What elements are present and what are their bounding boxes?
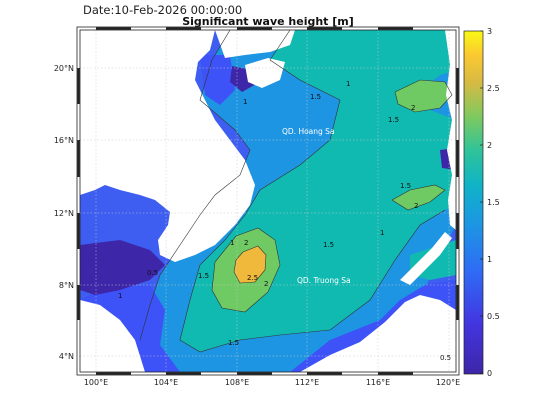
lat-tick: 12°N <box>54 209 74 218</box>
colorbar-tick-label: 2.5 <box>487 84 500 93</box>
lon-tick: 116°E <box>366 378 390 387</box>
lon-tick: 104°E <box>154 378 178 387</box>
map-frame-outer <box>76 26 460 376</box>
contour-label: 2 <box>414 202 418 210</box>
colorbar-tick-label: 0.5 <box>487 312 500 321</box>
land-palawan <box>400 232 452 285</box>
place-label-truong-sa: QD. Truong Sa <box>297 276 351 285</box>
contour-label: 2 <box>244 239 248 247</box>
wave-band-2b <box>395 80 452 112</box>
colorbar <box>463 30 484 375</box>
colorbar-tick-label: 1.5 <box>487 198 500 207</box>
contour-label: 1.5 <box>400 182 411 190</box>
date-label: Date:10-Feb-2026 00:00:00 <box>83 3 243 17</box>
land-china-coast <box>215 30 295 58</box>
contour-label: 1.5 <box>198 272 209 280</box>
lon-tick: 112°E <box>295 378 319 387</box>
graticule <box>80 30 456 372</box>
lat-tick: 4°N <box>59 352 74 361</box>
land-borneo <box>300 295 456 372</box>
contour-2c <box>391 184 446 211</box>
contour-2a <box>211 227 281 313</box>
lon-tick: 108°E <box>225 378 249 387</box>
map-frame-checker <box>77 27 459 375</box>
lon-tick: 100°E <box>84 378 108 387</box>
land-indochina <box>80 30 255 262</box>
map-frame <box>79 29 457 373</box>
place-label-hoang-sa: QD. Hoang Sa <box>282 127 335 136</box>
colorbar-tick-label: 1 <box>487 255 492 264</box>
wave-band-05-gulf <box>200 55 235 105</box>
contour-25 <box>233 245 267 284</box>
contour-label: 1 <box>118 292 122 300</box>
contour-label: 2 <box>411 104 415 112</box>
land-philippines <box>445 30 456 230</box>
lat-tick: 16°N <box>54 136 74 145</box>
colorbar-ticks <box>480 30 483 374</box>
colorbar-tick-label: 3 <box>487 27 492 36</box>
contour-2b <box>394 79 453 113</box>
wave-band-0-thai <box>80 240 165 295</box>
contour-15 <box>179 30 446 353</box>
colorbar-tick-label: 2 <box>487 141 492 150</box>
wave-band-2c <box>392 185 445 210</box>
lon-tick: 120°E <box>436 378 460 387</box>
contour-label: 1 <box>243 98 247 106</box>
contour-label: 1 <box>380 229 384 237</box>
contour-label: 1 <box>230 239 234 247</box>
contour-label: 0.5 <box>147 269 158 277</box>
contour-label: 2 <box>264 280 268 288</box>
contour-label: 1 <box>346 80 350 88</box>
contour-1 <box>139 30 251 341</box>
contour-label: 1.5 <box>323 241 334 249</box>
contour-label: 0.5 <box>440 354 451 362</box>
wave-band-25 <box>234 246 266 283</box>
contour-label: 1.5 <box>310 93 321 101</box>
contour-label: 1.5 <box>228 339 239 347</box>
contour-label: 1.5 <box>388 116 399 124</box>
lat-tick: 8°N <box>59 281 74 290</box>
map-title: Significant wave height [m] <box>182 15 354 28</box>
colorbar-tick-label: 0 <box>487 369 492 378</box>
land-hainan <box>245 58 285 88</box>
lat-tick: 20°N <box>54 64 74 73</box>
contour-label: 2.5 <box>247 274 258 282</box>
